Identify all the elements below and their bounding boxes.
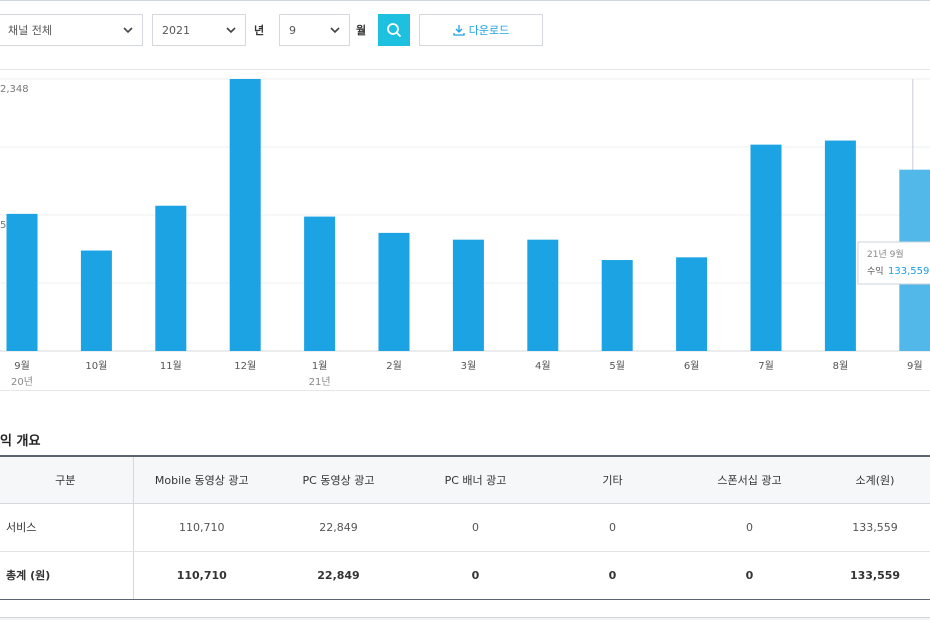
divider xyxy=(0,69,930,70)
section-title: 익 개요 xyxy=(0,434,41,449)
cell-mobile-video: 110,710 xyxy=(133,503,270,552)
month-select-value: 9 xyxy=(289,23,296,37)
month-select[interactable]: 9 xyxy=(279,14,350,46)
chevron-down-icon xyxy=(226,27,236,34)
revenue-bar-chart: 2,3485749월20년10월11월12월1월21년2월3월4월5월6월7월8… xyxy=(0,78,930,388)
table-row: 서비스 110,710 22,849 0 0 0 133,559 xyxy=(0,503,930,552)
cell-sponsorship: 0 xyxy=(681,503,818,552)
x-tick-label: 9월 xyxy=(907,360,923,372)
cell-pc-banner: 0 xyxy=(407,551,544,600)
tooltip-box xyxy=(857,241,930,285)
x-tick-label: 6월 xyxy=(684,360,700,372)
cell-pc-video: 22,849 xyxy=(270,503,407,552)
x-tick-label: 1월 xyxy=(312,360,328,372)
bar xyxy=(452,239,484,351)
bar xyxy=(155,205,187,351)
download-button[interactable]: 다운로드 xyxy=(419,14,543,46)
bar xyxy=(750,144,782,351)
bar xyxy=(229,79,261,351)
channel-select-value: 채널 전체 xyxy=(8,24,52,37)
top-border xyxy=(0,0,930,1)
search-button[interactable] xyxy=(378,14,410,46)
download-icon xyxy=(453,25,465,36)
cell-sponsorship: 0 xyxy=(681,551,818,600)
search-icon xyxy=(387,23,402,38)
download-label: 다운로드 xyxy=(468,24,510,37)
header-subtotal: 소계(원) xyxy=(818,455,930,504)
x-year-label: 20년 xyxy=(11,376,33,388)
x-year-label: 21년 xyxy=(309,376,331,388)
y-tick-label: 2,348 xyxy=(0,84,29,95)
header-sponsorship: 스폰서십 광고 xyxy=(681,455,818,504)
chart-bottom-border xyxy=(0,390,930,391)
x-tick-label: 4월 xyxy=(535,360,551,372)
bar xyxy=(601,260,633,351)
row-label: 서비스 xyxy=(0,503,134,552)
month-unit: 월 xyxy=(356,24,367,37)
cell-other: 0 xyxy=(544,503,681,552)
cell-subtotal: 133,559 xyxy=(818,503,930,552)
tooltip-value: 133,559 xyxy=(888,266,929,277)
year-select[interactable]: 2021 xyxy=(152,14,246,46)
header-category: 구분 xyxy=(0,455,134,504)
cell-pc-banner: 0 xyxy=(407,503,544,552)
year-select-value: 2021 xyxy=(162,23,190,37)
revenue-summary-table: 구분 Mobile 동영상 광고 PC 동영상 광고 PC 배너 광고 기타 스… xyxy=(0,455,930,600)
chevron-down-icon xyxy=(330,27,340,34)
tooltip-label: 수익 xyxy=(867,265,884,277)
x-tick-label: 8월 xyxy=(833,360,849,372)
header-other: 기타 xyxy=(544,455,681,504)
tooltip-title: 21년 9월 xyxy=(867,248,904,260)
cell-pc-video: 22,849 xyxy=(270,551,407,600)
bar xyxy=(676,257,708,351)
bottom-border xyxy=(0,617,930,620)
chevron-down-icon xyxy=(123,27,133,34)
table-header-row: 구분 Mobile 동영상 광고 PC 동영상 광고 PC 배너 광고 기타 스… xyxy=(0,455,930,504)
x-tick-label: 3월 xyxy=(461,360,477,372)
bar xyxy=(824,140,856,351)
x-tick-label: 5월 xyxy=(609,360,625,372)
header-pc-banner: PC 배너 광고 xyxy=(407,455,544,504)
header-mobile-video: Mobile 동영상 광고 xyxy=(133,455,270,504)
x-tick-label: 10월 xyxy=(85,360,107,372)
table-total-row: 총계 (원) 110,710 22,849 0 0 0 133,559 xyxy=(0,551,930,600)
x-tick-label: 2월 xyxy=(386,360,402,372)
cell-other: 0 xyxy=(544,551,681,600)
bar xyxy=(6,213,38,351)
x-tick-label: 9월 xyxy=(14,360,30,372)
row-label: 총계 (원) xyxy=(0,551,134,600)
channel-select[interactable]: 채널 전체 xyxy=(0,14,143,46)
bar xyxy=(80,250,112,351)
bar xyxy=(304,216,336,351)
x-tick-label: 11월 xyxy=(160,360,182,372)
cell-subtotal: 133,559 xyxy=(818,551,930,600)
x-tick-label: 12월 xyxy=(234,360,256,372)
bar xyxy=(378,232,410,351)
cell-mobile-video: 110,710 xyxy=(133,551,270,600)
bar xyxy=(527,239,559,351)
x-tick-label: 7월 xyxy=(758,360,774,372)
year-unit: 년 xyxy=(254,24,265,37)
header-pc-video: PC 동영상 광고 xyxy=(270,455,407,504)
